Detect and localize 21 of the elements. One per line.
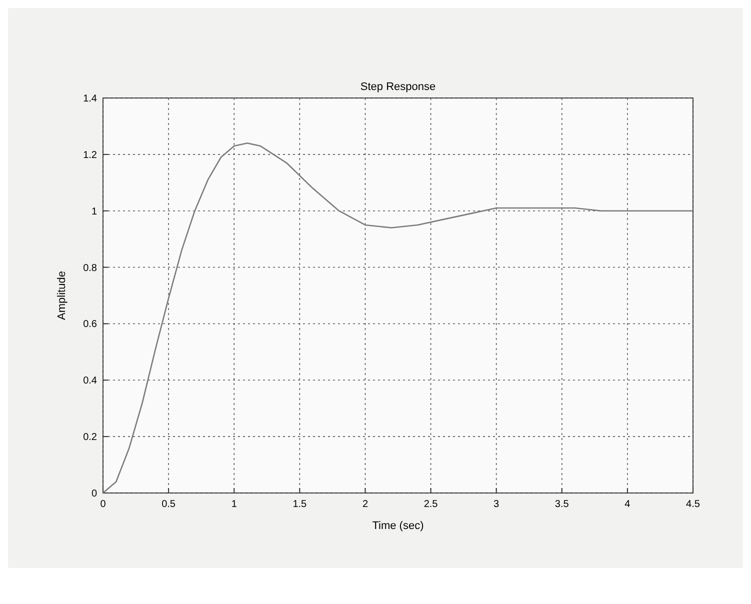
- y-tick-label: 1.2: [83, 150, 98, 161]
- x-tick-label: 4: [624, 499, 631, 510]
- y-tick-label: 1.4: [83, 94, 98, 104]
- x-tick-label: 2.5: [424, 499, 438, 510]
- x-tick-label: 0.5: [162, 499, 176, 510]
- chart-title: Step Response: [360, 81, 436, 93]
- y-tick-label: 1: [91, 206, 98, 218]
- y-tick-label: 0.6: [83, 319, 98, 330]
- y-tick-label: 0.8: [83, 262, 98, 274]
- x-tick-label: 4.5: [686, 499, 700, 510]
- x-axis-title: Time (sec): [372, 520, 424, 532]
- y-axis-title: Amplitude: [56, 271, 68, 320]
- x-tick-label: 1: [231, 499, 238, 510]
- y-tick-label: 0.4: [83, 376, 98, 387]
- x-tick-label: 0: [100, 499, 106, 510]
- x-tick-label: 1.5: [292, 499, 308, 510]
- x-tick-label: 3: [494, 499, 500, 510]
- y-tick-label: 0: [91, 488, 98, 500]
- y-tick-label: 0.2: [83, 432, 98, 444]
- x-tick-label: 3.5: [554, 499, 570, 510]
- x-tick-label: 2: [362, 499, 368, 510]
